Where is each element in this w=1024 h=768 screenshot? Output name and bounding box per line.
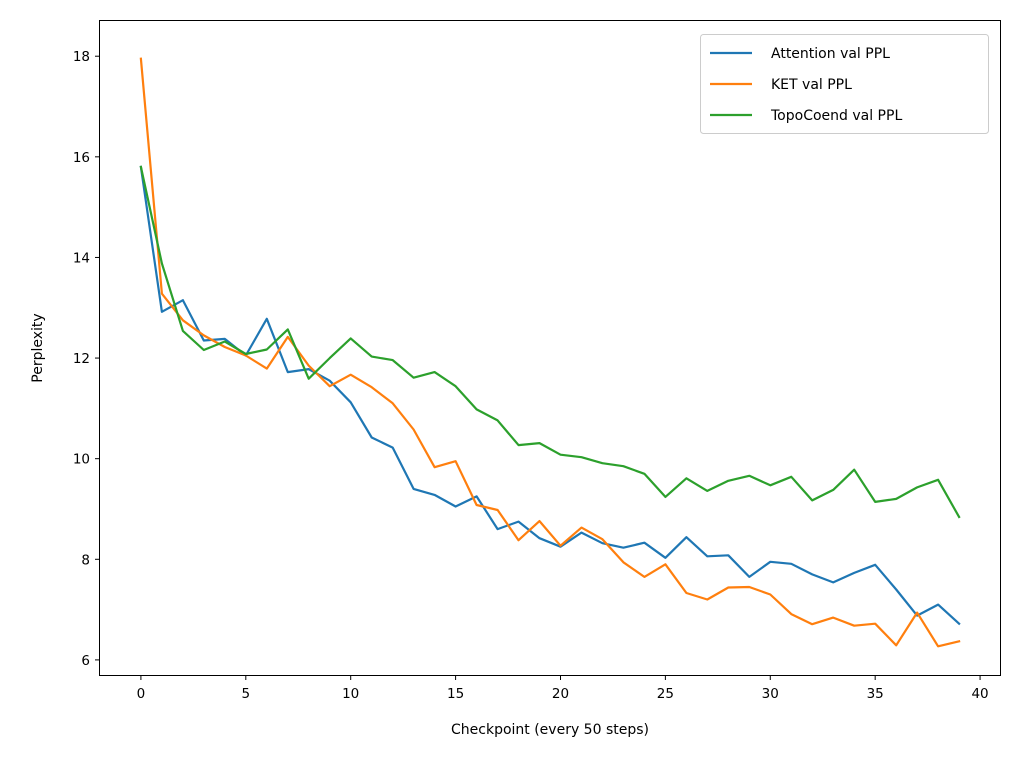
legend-box (700, 34, 989, 134)
plot-frame (99, 20, 1001, 676)
x-tick-label: 15 (447, 686, 464, 702)
y-tick-label: 16 (73, 150, 90, 166)
x-tick-label: 40 (971, 686, 988, 702)
legend-label-ket: KET val PPL (771, 77, 852, 93)
series-line-0 (139, 165, 961, 626)
x-tick-label: 20 (552, 686, 569, 702)
series-line-2 (139, 165, 961, 519)
y-axis-label: Perplexity (30, 313, 46, 382)
y-tick-label: 6 (81, 653, 90, 669)
y-tick-label: 10 (73, 452, 90, 468)
y-tick-label: 8 (81, 552, 90, 568)
series-layer (139, 57, 961, 648)
x-axis-label: Checkpoint (every 50 steps) (451, 722, 649, 738)
series-line-1 (139, 57, 961, 648)
x-tick-label: 0 (137, 686, 146, 702)
x-tick-label: 10 (342, 686, 359, 702)
x-tick-label: 35 (867, 686, 884, 702)
tick-layer: 0 5 10 15 20 25 30 35 40 6 8 10 12 14 16 18 (73, 49, 989, 702)
legend-label-attention: Attention val PPL (771, 46, 890, 62)
legend: Attention val PPL KET val PPL TopoCoend … (700, 34, 989, 134)
y-tick-label: 12 (73, 351, 90, 367)
y-tick-label: 14 (73, 250, 90, 266)
legend-label-topocoend: TopoCoend val PPL (770, 108, 902, 124)
y-tick-label: 18 (73, 49, 90, 65)
x-tick-label: 25 (657, 686, 674, 702)
x-tick-label: 30 (762, 686, 779, 702)
x-tick-label: 5 (242, 686, 251, 702)
